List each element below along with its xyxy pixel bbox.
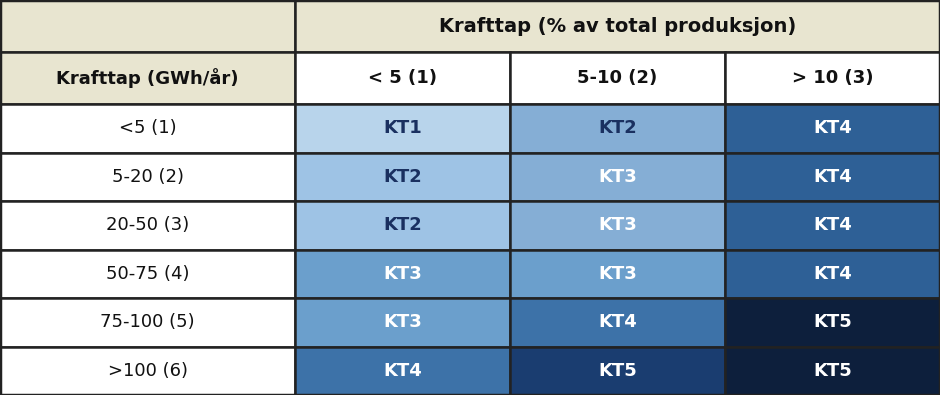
Text: KT1: KT1: [384, 119, 422, 137]
Bar: [725, 298, 940, 346]
Bar: [725, 52, 940, 104]
Text: KT2: KT2: [598, 119, 637, 137]
Text: Krafttap (GWh/år): Krafttap (GWh/år): [56, 68, 239, 88]
Text: KT4: KT4: [598, 313, 637, 331]
Bar: [295, 152, 510, 201]
Text: KT3: KT3: [598, 265, 637, 283]
Text: KT4: KT4: [813, 119, 852, 137]
Bar: [510, 250, 725, 298]
Bar: [510, 346, 725, 395]
Bar: [725, 152, 940, 201]
Bar: [295, 104, 510, 152]
Bar: [510, 104, 725, 152]
Text: KT4: KT4: [384, 362, 422, 380]
Text: KT5: KT5: [813, 313, 852, 331]
Text: < 5 (1): < 5 (1): [368, 69, 437, 87]
Bar: [0, 152, 295, 201]
Text: 5-20 (2): 5-20 (2): [112, 168, 183, 186]
Text: <5 (1): <5 (1): [118, 119, 177, 137]
Text: KT3: KT3: [598, 168, 637, 186]
Bar: [295, 52, 510, 104]
Bar: [0, 201, 295, 250]
Bar: [0, 0, 295, 52]
Text: Krafttap (% av total produksjon): Krafttap (% av total produksjon): [439, 17, 796, 36]
Text: KT4: KT4: [813, 265, 852, 283]
Text: 75-100 (5): 75-100 (5): [101, 313, 195, 331]
Text: KT3: KT3: [384, 265, 422, 283]
Text: 20-50 (3): 20-50 (3): [106, 216, 189, 234]
Bar: [725, 250, 940, 298]
Text: KT5: KT5: [598, 362, 637, 380]
Bar: [295, 298, 510, 346]
Bar: [510, 201, 725, 250]
Bar: [295, 250, 510, 298]
Bar: [510, 52, 725, 104]
Text: KT4: KT4: [813, 216, 852, 234]
Bar: [0, 250, 295, 298]
Text: KT2: KT2: [384, 168, 422, 186]
Text: KT3: KT3: [384, 313, 422, 331]
Bar: [725, 104, 940, 152]
Bar: [0, 346, 295, 395]
Bar: [510, 298, 725, 346]
Text: KT3: KT3: [598, 216, 637, 234]
Bar: [725, 346, 940, 395]
Bar: [295, 201, 510, 250]
Text: 5-10 (2): 5-10 (2): [577, 69, 658, 87]
Text: KT4: KT4: [813, 168, 852, 186]
Bar: [0, 104, 295, 152]
Bar: [0, 52, 295, 104]
Text: KT5: KT5: [813, 362, 852, 380]
Text: >100 (6): >100 (6): [107, 362, 187, 380]
Text: KT2: KT2: [384, 216, 422, 234]
Bar: [0, 298, 295, 346]
Bar: [725, 201, 940, 250]
Text: > 10 (3): > 10 (3): [791, 69, 873, 87]
Text: 50-75 (4): 50-75 (4): [105, 265, 189, 283]
Bar: [295, 346, 510, 395]
Bar: [510, 152, 725, 201]
Bar: [295, 0, 940, 52]
